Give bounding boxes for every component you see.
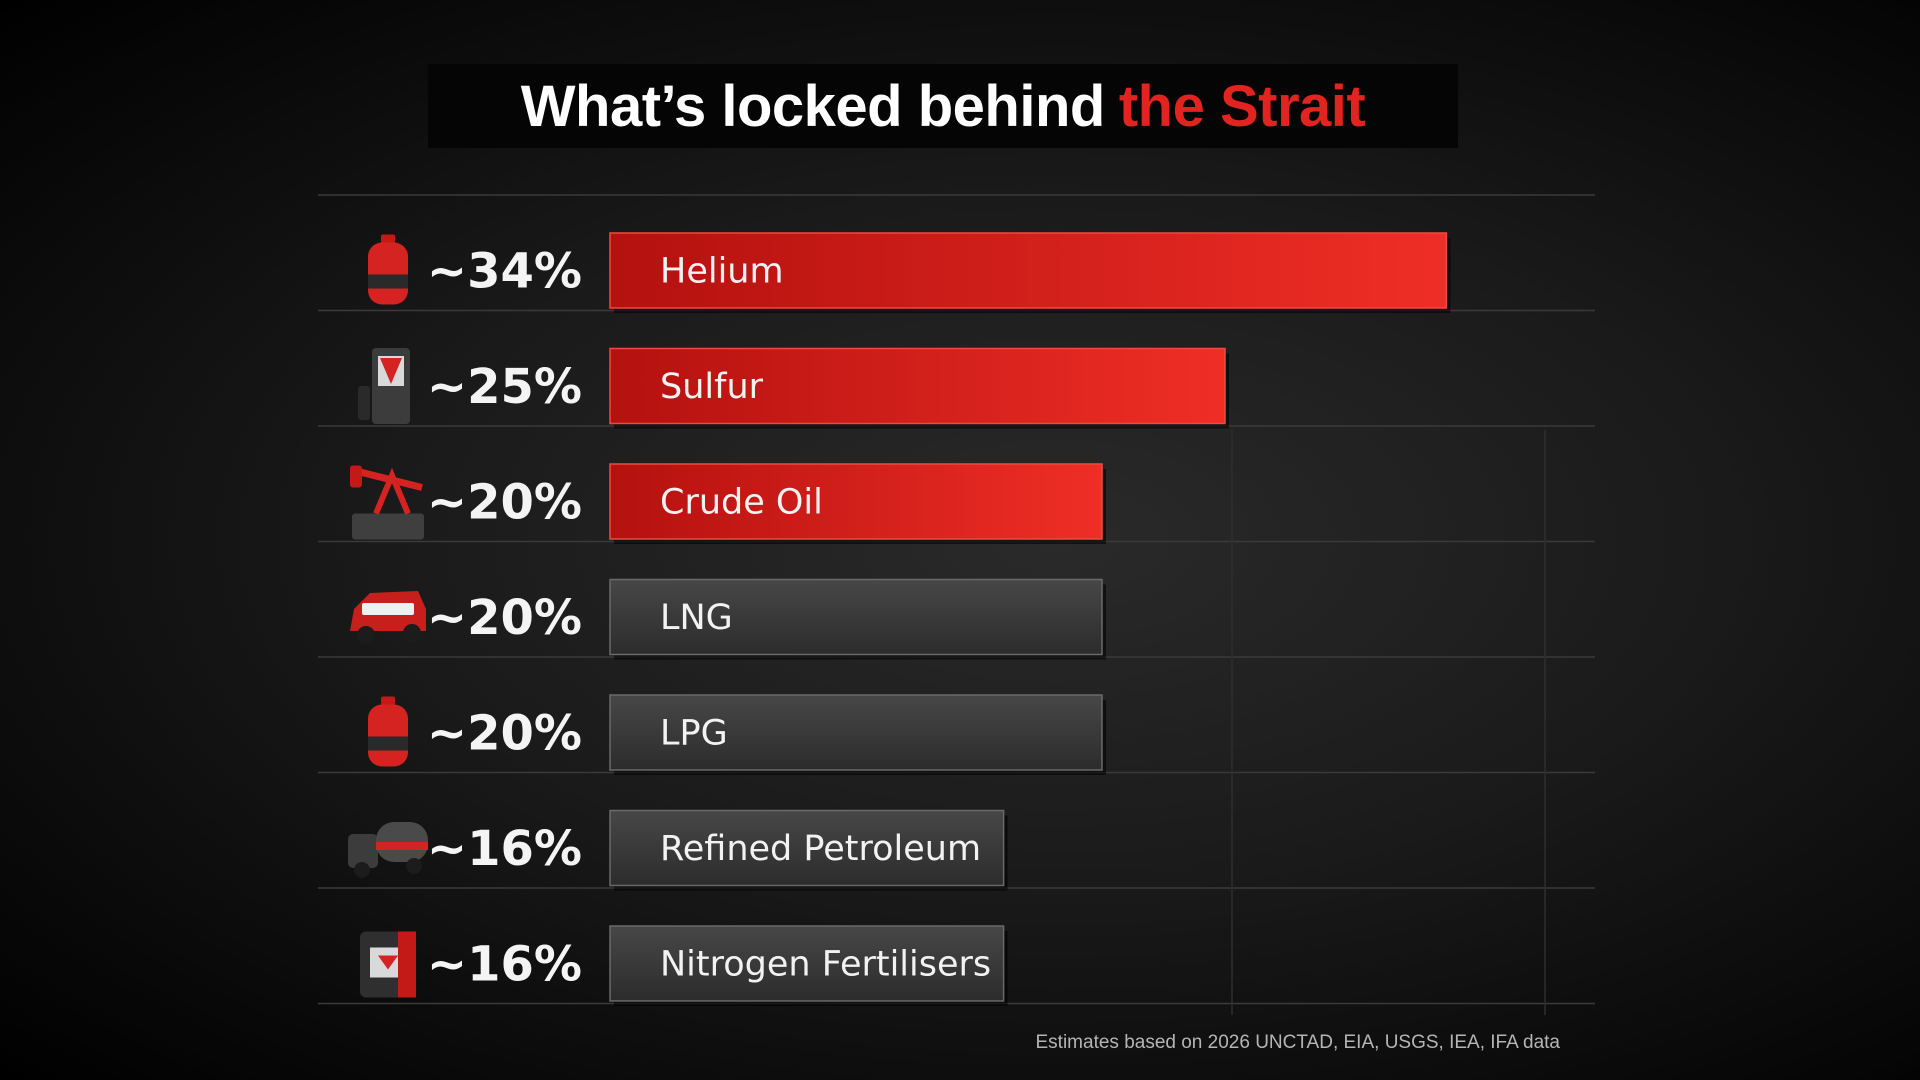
bar-row: Nitrogen Fertilisers ~16% xyxy=(360,925,1008,1006)
bar-category-label: LPG xyxy=(660,714,728,754)
bar-row: Sulfur ~25% xyxy=(358,347,1229,429)
title-main: What’s locked behind xyxy=(520,73,1106,139)
gas-cylinder-icon xyxy=(368,234,408,305)
bar xyxy=(609,347,1226,425)
bar xyxy=(609,463,1103,540)
bar-row: Refined Petroleum ~16% xyxy=(348,809,1008,891)
tanker-truck-icon xyxy=(348,822,428,878)
chart-title: What’s locked behind the Strait xyxy=(428,64,1458,148)
bar-value-label: ~16% xyxy=(427,937,582,993)
bar-value-label: ~20% xyxy=(427,590,582,646)
gas-cylinder-icon xyxy=(368,696,408,767)
bar-row: Helium ~34% xyxy=(368,232,1451,313)
fuel-pump-icon xyxy=(358,348,410,424)
bar xyxy=(609,809,1005,887)
fertiliser-drum-icon xyxy=(360,931,416,998)
lng-truck-icon xyxy=(350,591,426,644)
bar xyxy=(609,232,1448,309)
source-note: Estimates based on 2026 UNCTAD, EIA, USG… xyxy=(1035,1032,1561,1053)
oil-pumpjack-icon xyxy=(350,465,424,540)
bar-value-label: ~20% xyxy=(427,706,582,762)
title-accent: the Strait xyxy=(1118,73,1366,139)
bar-category-label: Helium xyxy=(660,252,784,292)
bar xyxy=(609,925,1005,1002)
bar-category-label: Crude Oil xyxy=(660,483,823,523)
bar-value-label: ~20% xyxy=(427,475,582,531)
bar-value-label: ~34% xyxy=(427,244,582,300)
bar-category-label: Sulfur xyxy=(660,367,764,407)
bar-row: LPG ~20% xyxy=(368,694,1106,775)
bar-value-label: ~25% xyxy=(427,359,582,415)
bar xyxy=(609,694,1103,771)
bar-category-label: Nitrogen Fertilisers xyxy=(660,945,991,985)
bar-row: LNG ~20% xyxy=(350,578,1106,660)
bar-value-label: ~16% xyxy=(427,821,582,877)
bar-row: Crude Oil ~20% xyxy=(350,463,1106,544)
bar xyxy=(609,578,1103,656)
bar-category-label: LNG xyxy=(660,598,733,638)
bar-category-label: Refined Petroleum xyxy=(660,829,981,869)
